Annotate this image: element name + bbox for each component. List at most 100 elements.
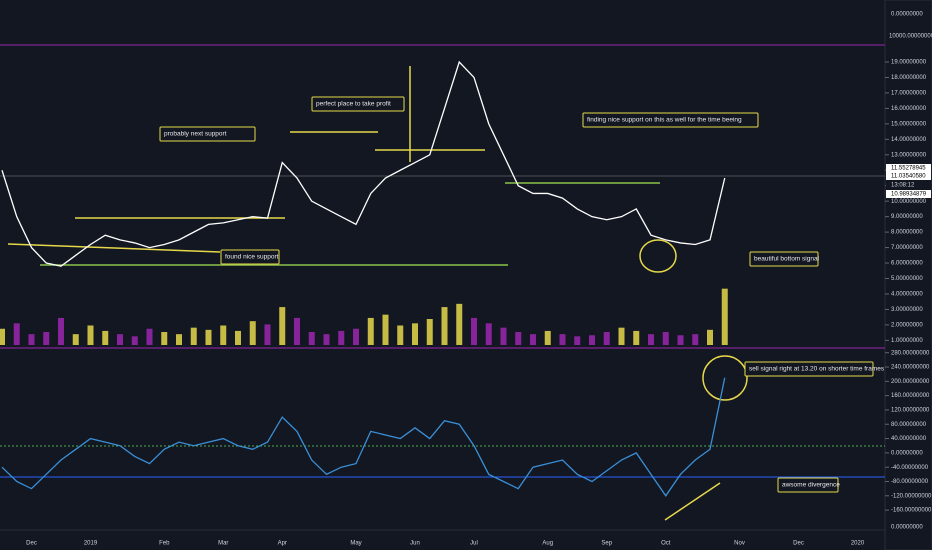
- annotation-text: beautiful bottom signal: [754, 256, 820, 263]
- volume-bar: [161, 332, 168, 345]
- volume-bar: [87, 325, 94, 345]
- y-tick-label: 15.00000000: [891, 121, 927, 127]
- x-tick-label: Dec: [26, 541, 37, 547]
- x-tick-label: Jun: [410, 541, 420, 547]
- annotation-box: [311, 96, 405, 112]
- volume-bar: [485, 323, 492, 345]
- y-tick-label: 9.00000000: [891, 214, 923, 220]
- y-tick-label: 6.00000000: [891, 261, 923, 267]
- data-line: [1, 60, 726, 267]
- volume-bar: [603, 332, 610, 345]
- support-line: [7, 243, 221, 253]
- volume-bar: [515, 332, 522, 345]
- y-tick-label: 240.00000000: [891, 365, 930, 371]
- y-tick-label: 3.00000000: [891, 307, 923, 313]
- volume-bar: [426, 319, 433, 345]
- annotation-text: awsome divergence: [782, 482, 840, 489]
- volume-bar: [648, 334, 654, 345]
- volume-bar: [397, 325, 404, 345]
- volume-bar: [589, 335, 595, 345]
- volume-bar: [102, 330, 109, 345]
- y-tick-label: 10.00000000: [891, 199, 927, 205]
- price-label-box: [886, 164, 931, 172]
- y-tick-label: 5.00000000: [891, 276, 923, 282]
- x-tick-label: Aug: [542, 541, 553, 547]
- x-tick-label: Sep: [601, 541, 612, 547]
- annotation-box: [220, 249, 280, 265]
- highlight-circle: [639, 239, 677, 273]
- volume-bar: [294, 317, 300, 345]
- volume-bar: [707, 329, 713, 345]
- x-tick-label: Apr: [278, 541, 287, 547]
- volume-bar: [338, 330, 345, 345]
- highlight-circle: [702, 355, 748, 401]
- y-tick-label: 200.00000000: [891, 379, 930, 385]
- y-tick-label: 40.00000000: [891, 436, 927, 442]
- volume-bar: [412, 323, 418, 345]
- y-tick-label: 14.00000000: [891, 137, 927, 143]
- volume-bar: [279, 307, 286, 345]
- y-tick-label: 1.00000000: [891, 338, 923, 344]
- price-label: 11.55278945: [891, 166, 926, 172]
- volume-bar: [72, 334, 79, 345]
- annotation-text: perfect place to take profit: [316, 101, 391, 108]
- x-tick-label: 2019: [84, 541, 98, 547]
- y-tick-label: 120.00000000: [891, 408, 930, 414]
- volume-bar: [220, 325, 227, 345]
- volume-bar: [13, 323, 20, 345]
- price-label-box: [886, 190, 931, 198]
- volume-bar: [692, 334, 699, 345]
- price-label-box: [886, 181, 931, 189]
- annotation-text: found nice support: [225, 254, 279, 261]
- volume-bar: [176, 334, 182, 345]
- volume-bar: [323, 334, 330, 345]
- volume-bar: [500, 327, 507, 345]
- x-tick-label: 2020: [851, 541, 865, 547]
- x-tick-label: Jul: [470, 541, 478, 547]
- volume-bar: [382, 314, 389, 345]
- volume-bar: [146, 328, 153, 345]
- x-tick-label: Dec: [793, 541, 804, 547]
- x-tick-label: Oct: [661, 541, 671, 547]
- annotation-box: [159, 126, 256, 142]
- annotation-box: [744, 361, 874, 377]
- volume-bar: [633, 330, 640, 345]
- annotation-text: finding nice support on this as well for…: [587, 117, 742, 124]
- volume-bar: [117, 334, 123, 345]
- volume-bar: [205, 329, 212, 345]
- price-label: 10.98934879: [891, 192, 927, 198]
- volume-bar: [471, 317, 477, 345]
- volume-bar: [58, 317, 64, 345]
- divergence-line: [664, 482, 721, 521]
- y-tick-label: 160.00000000: [891, 393, 930, 399]
- price-label: 11.03540580: [891, 174, 926, 180]
- bottom-pane-label: 0.00000000: [891, 525, 923, 531]
- volume-bar: [441, 307, 448, 345]
- annotation-box: [777, 477, 839, 493]
- volume-bar: [721, 288, 728, 345]
- volume-bar: [618, 327, 625, 345]
- volume-bar: [559, 334, 566, 345]
- price-axis-panel: [884, 0, 932, 550]
- annotation-box: [582, 112, 759, 128]
- y-tick-label: 19.00000000: [891, 60, 927, 66]
- y-tick-label: 18.00000000: [891, 75, 927, 81]
- y-tick-label: -40.00000000: [891, 465, 929, 471]
- y-tick-label: 0.00000000: [891, 450, 923, 456]
- x-tick-label: May: [350, 541, 361, 547]
- drawings: [7, 66, 748, 521]
- volume-bar: [43, 332, 50, 345]
- volume-bar: [0, 328, 5, 345]
- annotation-text: probably next support: [164, 131, 227, 138]
- data-line: [1, 377, 726, 497]
- y-tick-label: 7.00000000: [891, 245, 923, 251]
- y-tick-label: 2.00000000: [891, 322, 923, 328]
- annotation-box: [749, 251, 819, 267]
- y-tick-label: -120.00000000: [891, 493, 932, 499]
- volume-bar: [190, 327, 197, 345]
- volume-bar: [544, 330, 551, 345]
- annotation-text: sell signal right at 13.20 on shorter ti…: [749, 366, 885, 373]
